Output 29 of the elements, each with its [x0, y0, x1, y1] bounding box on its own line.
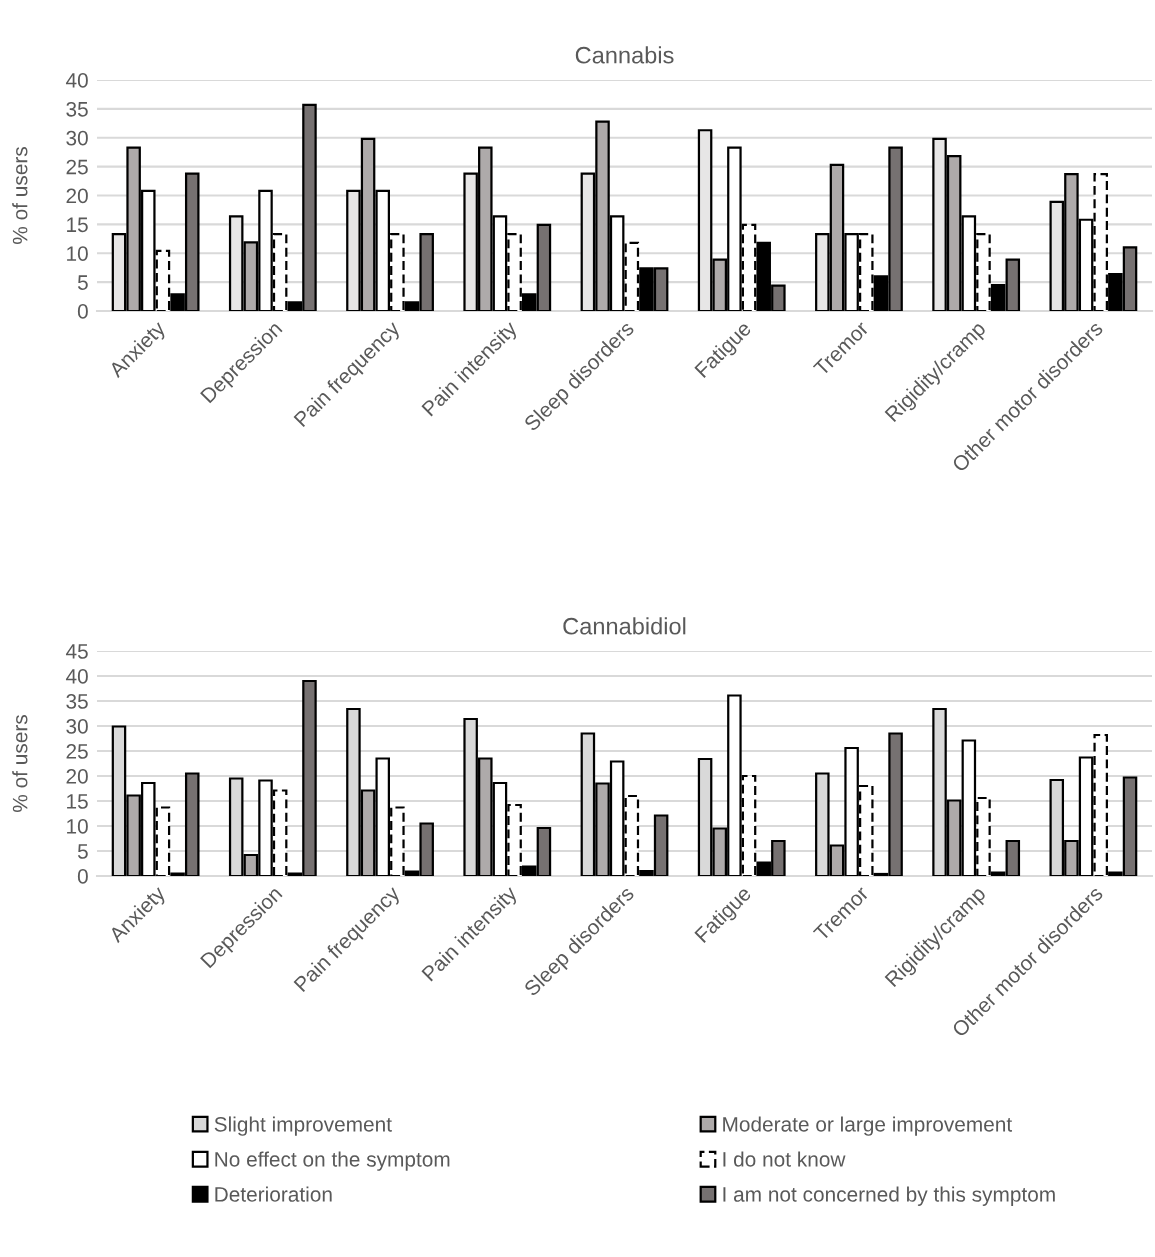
y-tick-label: 35: [66, 101, 88, 117]
y-tick-label: 20: [66, 769, 88, 784]
y-axis-title: % of users: [12, 715, 28, 812]
y-tick-label: 40: [65, 73, 88, 88]
y-tick-label: 10: [67, 819, 88, 834]
y-tick-label: 15: [67, 217, 88, 233]
y-tick-label: 10: [67, 246, 88, 261]
y-tick-label: 5: [77, 844, 88, 859]
legend-label: Moderate or large improvement: [723, 1116, 1013, 1136]
y-tick-label: 0: [77, 304, 88, 319]
chart-title: Cannabis: [575, 46, 674, 64]
y-tick-label: 30: [66, 130, 88, 146]
y-tick-label: 25: [66, 744, 88, 759]
y-axis-title: % of users: [12, 147, 28, 244]
y-tick-label: 35: [66, 694, 88, 709]
legend-label: Slight improvement: [214, 1116, 392, 1136]
y-tick-label: 20: [66, 188, 88, 204]
y-tick-label: 40: [65, 669, 88, 684]
y-tick-label: 30: [66, 719, 88, 734]
legend-label: Deterioration: [215, 1186, 332, 1202]
legend-label: I am not concerned by this symptom: [723, 1186, 1055, 1206]
chart-title: Cannabidiol: [563, 617, 686, 635]
y-tick-label: 15: [67, 794, 88, 809]
y-tick-label: 25: [66, 159, 88, 175]
y-tick-label: 45: [65, 644, 88, 659]
legend-label: I do not know: [723, 1151, 846, 1167]
y-tick-label: 5: [77, 275, 88, 290]
y-tick-label: 0: [77, 869, 88, 884]
legend-label: No effect on the symptom: [215, 1151, 450, 1171]
